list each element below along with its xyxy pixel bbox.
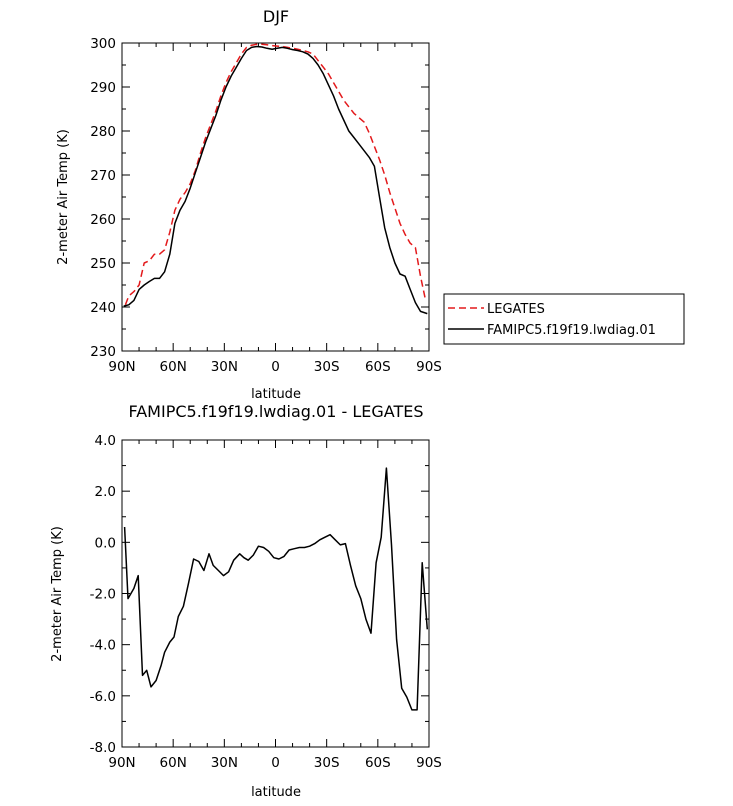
legend-box — [443, 293, 685, 345]
top-ytick-label: 250 — [90, 256, 116, 272]
bottom-ytick-label: 4.0 — [95, 433, 116, 449]
top-chart-ylabel: 2-meter Air Temp (K) — [56, 129, 71, 265]
top-xtick-label: 60N — [160, 359, 187, 375]
bottom-chart-xlabel: latitude — [251, 785, 301, 800]
legend-label-model: FAMIPC5.f19f19.lwdiag.01 — [487, 323, 656, 338]
top-chart-title: DJF — [263, 7, 289, 26]
top-xtick-label: 30S — [314, 359, 340, 375]
top-xtick-label: 60S — [365, 359, 391, 375]
bottom-xtick-label: 30S — [314, 755, 340, 771]
bottom-xtick-label: 0 — [271, 755, 280, 771]
top-ytick-label: 270 — [90, 168, 116, 184]
bottom-ytick-label: -4.0 — [90, 638, 116, 654]
legend-label-legates: LEGATES — [487, 302, 545, 317]
bottom-ytick-label: -6.0 — [90, 689, 116, 705]
top-chart-frame — [121, 42, 430, 352]
bottom-xtick-label: 60S — [365, 755, 391, 771]
top-ytick-label: 260 — [90, 212, 116, 228]
bottom-xtick-label: 90S — [416, 755, 442, 771]
top-xtick-label: 90S — [416, 359, 442, 375]
top-ytick-label: 240 — [90, 300, 116, 316]
bottom-ytick-label: -8.0 — [90, 740, 116, 756]
top-ytick-label: 280 — [90, 124, 116, 140]
top-ytick-label: 300 — [90, 36, 116, 52]
top-chart: DJF 2-meter Air Temp (K) latitude 90N 60N… — [56, 7, 442, 402]
bottom-ytick-label: 0.0 — [95, 535, 116, 551]
top-xtick-label: 90N — [108, 359, 135, 375]
bottom-xtick-label: 60N — [160, 755, 187, 771]
bottom-series-line-0 — [123, 467, 429, 711]
top-ytick-label: 230 — [90, 344, 116, 360]
bottom-chart-title: FAMIPC5.f19f19.lwdiag.01 - LEGATES — [128, 402, 423, 421]
bottom-chart-ylabel: 2-meter Air Temp (K) — [50, 526, 65, 662]
bottom-xtick-label: 90N — [108, 755, 135, 771]
bottom-xtick-label: 30N — [211, 755, 238, 771]
top-chart-xlabel: latitude — [251, 387, 301, 402]
bottom-ytick-label: -2.0 — [90, 587, 116, 603]
top-ytick-label: 290 — [90, 80, 116, 96]
bottom-ytick-label: 2.0 — [95, 484, 116, 500]
top-series-line-1 — [123, 45, 428, 315]
top-xtick-label: 30N — [211, 359, 238, 375]
bottom-chart: FAMIPC5.f19f19.lwdiag.01 - LEGATES 2-met… — [50, 402, 442, 800]
bottom-chart-frame — [121, 439, 430, 748]
legend: LEGATES FAMIPC5.f19f19.lwdiag.01 — [443, 293, 685, 345]
top-xtick-label: 0 — [271, 359, 280, 375]
top-series-line-0 — [124, 43, 427, 306]
